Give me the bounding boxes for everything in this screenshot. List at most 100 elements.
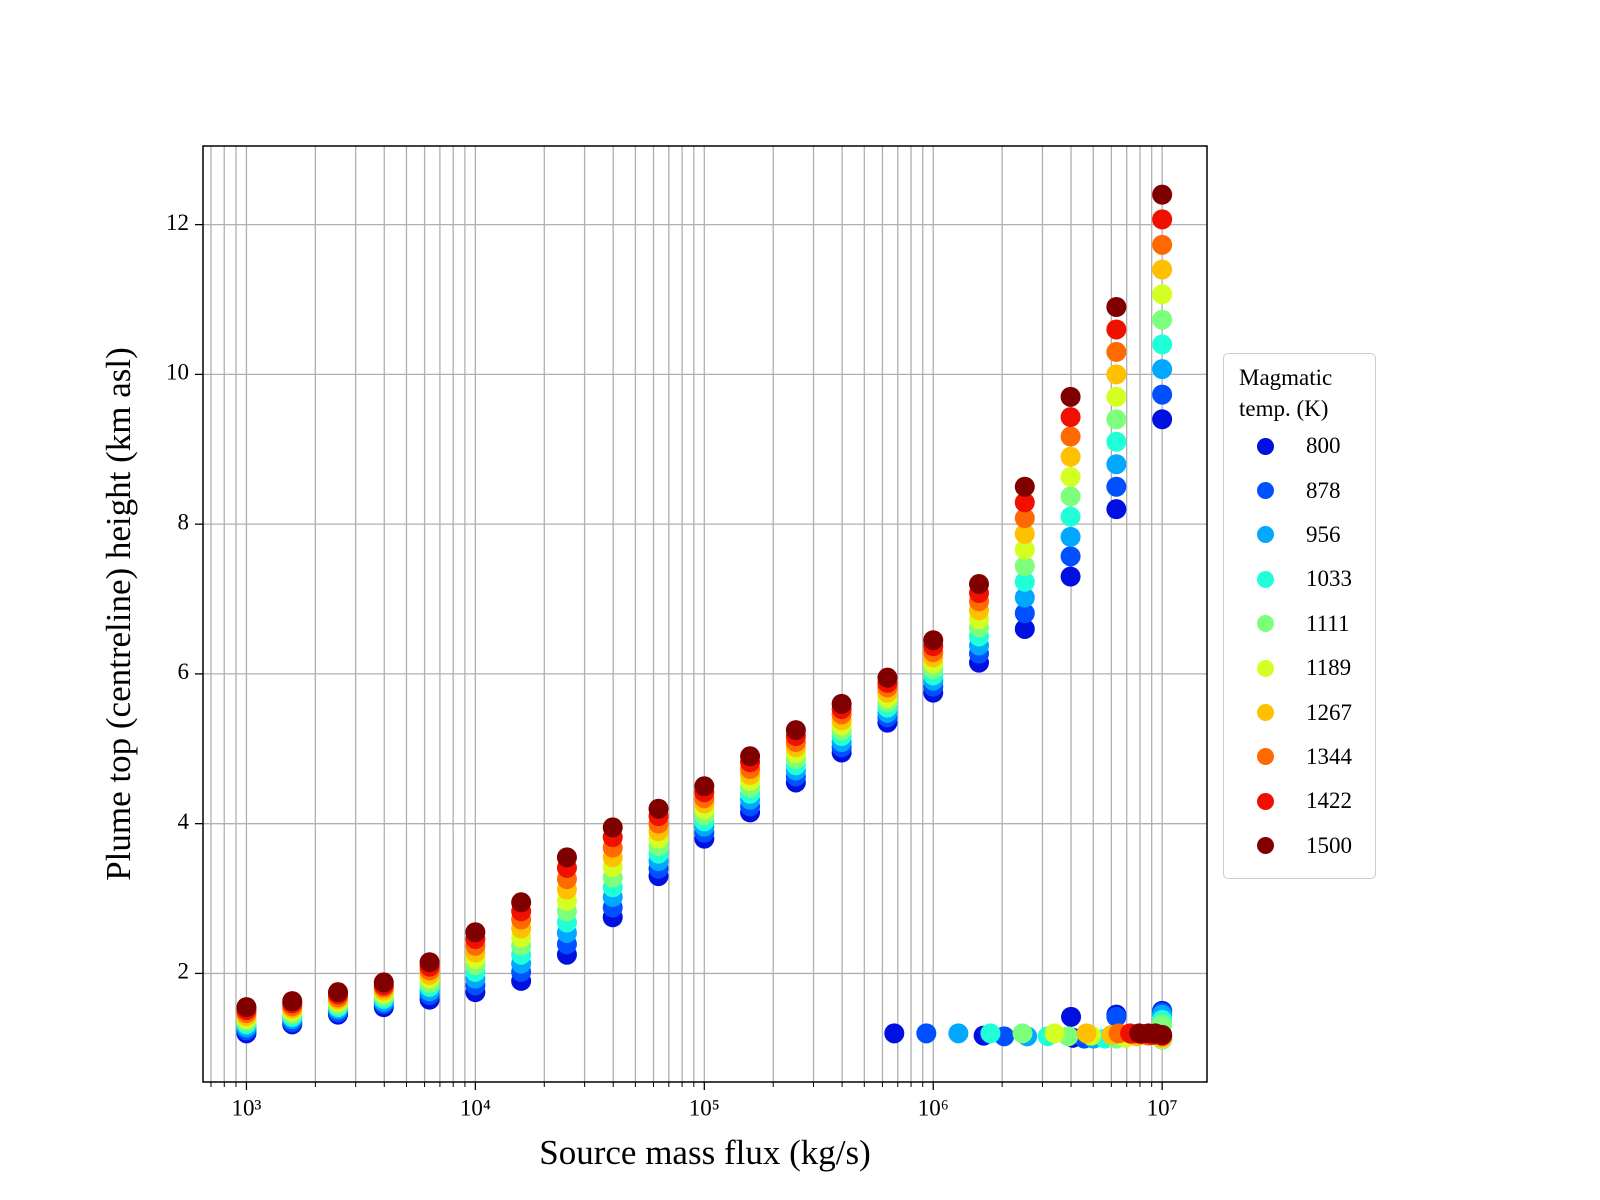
point [1106, 476, 1127, 497]
point [1014, 492, 1035, 513]
point [1014, 539, 1035, 560]
point [1014, 571, 1035, 592]
legend-label: 1422 [1306, 788, 1352, 814]
plot-frame [202, 145, 1208, 1083]
point [948, 1023, 969, 1044]
point [1106, 431, 1127, 452]
legend-label: 1344 [1306, 743, 1352, 769]
legend-title: Magmatic temp. (K) [1239, 365, 1333, 421]
x-tick-label: 10⁶ [918, 1095, 949, 1120]
point [1106, 454, 1127, 475]
point [1014, 476, 1035, 497]
point [1106, 341, 1127, 362]
legend-label: 1111 [1306, 610, 1350, 636]
point [1060, 386, 1081, 407]
point [1014, 508, 1035, 529]
point [1060, 407, 1081, 428]
point [1014, 618, 1035, 639]
x-tick-label: 10³ [231, 1095, 261, 1120]
legend-marker [1257, 615, 1274, 633]
point [236, 997, 257, 1018]
point [1014, 523, 1035, 544]
legend-entry: 1033 [1239, 557, 1365, 601]
legend-label: 1033 [1306, 566, 1352, 592]
legend-entry: 800 [1239, 424, 1365, 468]
y-tick-label: 10 [166, 360, 189, 385]
point [602, 817, 623, 838]
legend-marker [1257, 437, 1274, 455]
legend-label: 878 [1306, 477, 1341, 503]
point [1106, 386, 1127, 407]
legend-marker [1257, 704, 1274, 722]
point [282, 991, 303, 1012]
legend-entry: 1267 [1239, 690, 1365, 734]
legend-entry: 1111 [1239, 602, 1365, 646]
y-tick-label: 8 [178, 509, 190, 534]
legend-entry: 956 [1239, 513, 1365, 557]
point [1152, 309, 1173, 330]
y-axis-label: Plume top (centreline) height (km asl) [99, 347, 138, 881]
x-tick-label: 10⁵ [689, 1095, 720, 1120]
point [1060, 506, 1081, 527]
legend-label: 1267 [1306, 699, 1352, 725]
point [785, 720, 806, 741]
point [916, 1023, 937, 1044]
point [1152, 184, 1173, 205]
legend-entry: 1344 [1239, 735, 1365, 779]
point [1060, 426, 1081, 447]
point [1060, 446, 1081, 467]
legend-marker [1257, 792, 1274, 810]
point [1044, 1023, 1065, 1044]
point [328, 982, 349, 1003]
legend-label: 1500 [1306, 832, 1352, 858]
point [1152, 334, 1173, 355]
legend-entry: 1422 [1239, 779, 1365, 823]
legend-marker [1257, 526, 1274, 544]
x-tick-label: 10⁷ [1147, 1095, 1178, 1120]
point [1106, 319, 1127, 340]
legend-marker [1257, 482, 1274, 500]
legend: Magmatic temp. (K) 800 878 956 1033 1111 1189… [1223, 353, 1376, 879]
point [1152, 359, 1173, 380]
point [1060, 546, 1081, 567]
point [923, 630, 944, 651]
point [1106, 364, 1127, 385]
legend-entry: 1189 [1239, 646, 1365, 690]
point [1152, 234, 1173, 255]
grid [203, 146, 1207, 1087]
x-tick-label: 10⁴ [460, 1095, 491, 1120]
point [1060, 466, 1081, 487]
point [1152, 409, 1173, 430]
point [1152, 284, 1173, 305]
legend-entry: 878 [1239, 468, 1365, 512]
point [511, 892, 532, 913]
point [1106, 499, 1127, 520]
point [1106, 296, 1127, 317]
point [1106, 1006, 1127, 1027]
point [1106, 409, 1127, 430]
x-axis-label: Source mass flux (kg/s) [539, 1133, 870, 1172]
legend-marker [1257, 748, 1274, 766]
point [1060, 566, 1081, 587]
y-tick-label: 6 [178, 659, 190, 684]
point [1012, 1023, 1033, 1044]
legend-label: 800 [1306, 433, 1341, 459]
point [877, 667, 898, 688]
legend-label: 1189 [1306, 655, 1352, 681]
y-tick-label: 4 [178, 809, 190, 834]
point [1152, 209, 1173, 230]
legend-label: 956 [1306, 521, 1341, 547]
point [648, 798, 669, 819]
y-tick-label: 2 [178, 959, 190, 984]
point [1152, 384, 1173, 405]
point [1014, 587, 1035, 608]
point [1076, 1023, 1097, 1044]
point [1014, 603, 1035, 624]
legend-marker [1257, 837, 1274, 855]
point [1060, 526, 1081, 547]
point [419, 952, 440, 973]
point [980, 1023, 1001, 1044]
point [373, 972, 394, 993]
